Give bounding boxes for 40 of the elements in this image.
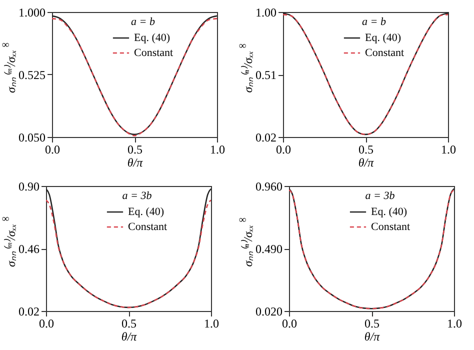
y-tick-label: 0.020 bbox=[256, 304, 282, 318]
x-tick-label: 0.0 bbox=[45, 142, 60, 156]
legend-label: Eq. (40) bbox=[365, 32, 402, 44]
legend-label: Constant bbox=[365, 47, 404, 59]
y-tick-label: 0.960 bbox=[256, 180, 282, 194]
legend-label: Eq. (40) bbox=[134, 32, 170, 44]
x-tick-label: 1.0 bbox=[210, 142, 225, 156]
legend-label: Eq. (40) bbox=[371, 206, 408, 218]
legend-label: Constant bbox=[128, 221, 168, 233]
x-tick-label: 0.0 bbox=[282, 316, 297, 330]
x-tick-label: 1.0 bbox=[204, 316, 219, 330]
y-tick-label: 1.000 bbox=[18, 6, 46, 20]
x-tick-label: 0.5 bbox=[128, 142, 142, 156]
y-tick-label: 1.00 bbox=[256, 6, 276, 20]
x-axis-title: θ/π bbox=[364, 330, 381, 344]
x-tick-label: 0.5 bbox=[122, 316, 136, 330]
x-tick-label: 0.0 bbox=[39, 316, 54, 330]
y-tick-label: 0.90 bbox=[18, 180, 40, 194]
x-axis-title: θ/π bbox=[127, 156, 144, 170]
legend-label: Constant bbox=[371, 221, 410, 233]
legend-title: a = 3b bbox=[122, 190, 152, 202]
x-tick-label: 0.5 bbox=[364, 316, 380, 330]
x-axis-title: θ/π bbox=[121, 330, 138, 344]
x-axis-title: θ/π bbox=[358, 156, 375, 170]
y-tick-label: 0.02 bbox=[256, 130, 276, 144]
x-tick-label: 0.0 bbox=[276, 142, 291, 156]
y-tick-label: 0.050 bbox=[18, 130, 46, 144]
y-tick-label: 0.490 bbox=[256, 242, 282, 256]
y-tick-label: 0.525 bbox=[18, 68, 46, 82]
x-tick-label: 1.0 bbox=[441, 142, 456, 156]
legend-title: a = b bbox=[131, 16, 156, 28]
x-tick-label: 0.5 bbox=[358, 142, 374, 156]
y-tick-label: 0.02 bbox=[18, 304, 40, 318]
x-tick-label: 1.0 bbox=[447, 316, 462, 330]
legend-label: Constant bbox=[134, 47, 174, 59]
y-tick-label: 0.46 bbox=[18, 242, 40, 256]
legend-title: a = b bbox=[362, 16, 386, 28]
legend-title: a = 3b bbox=[365, 190, 396, 202]
legend-label: Eq. (40) bbox=[128, 206, 164, 218]
y-tick-label: 0.51 bbox=[256, 68, 276, 82]
